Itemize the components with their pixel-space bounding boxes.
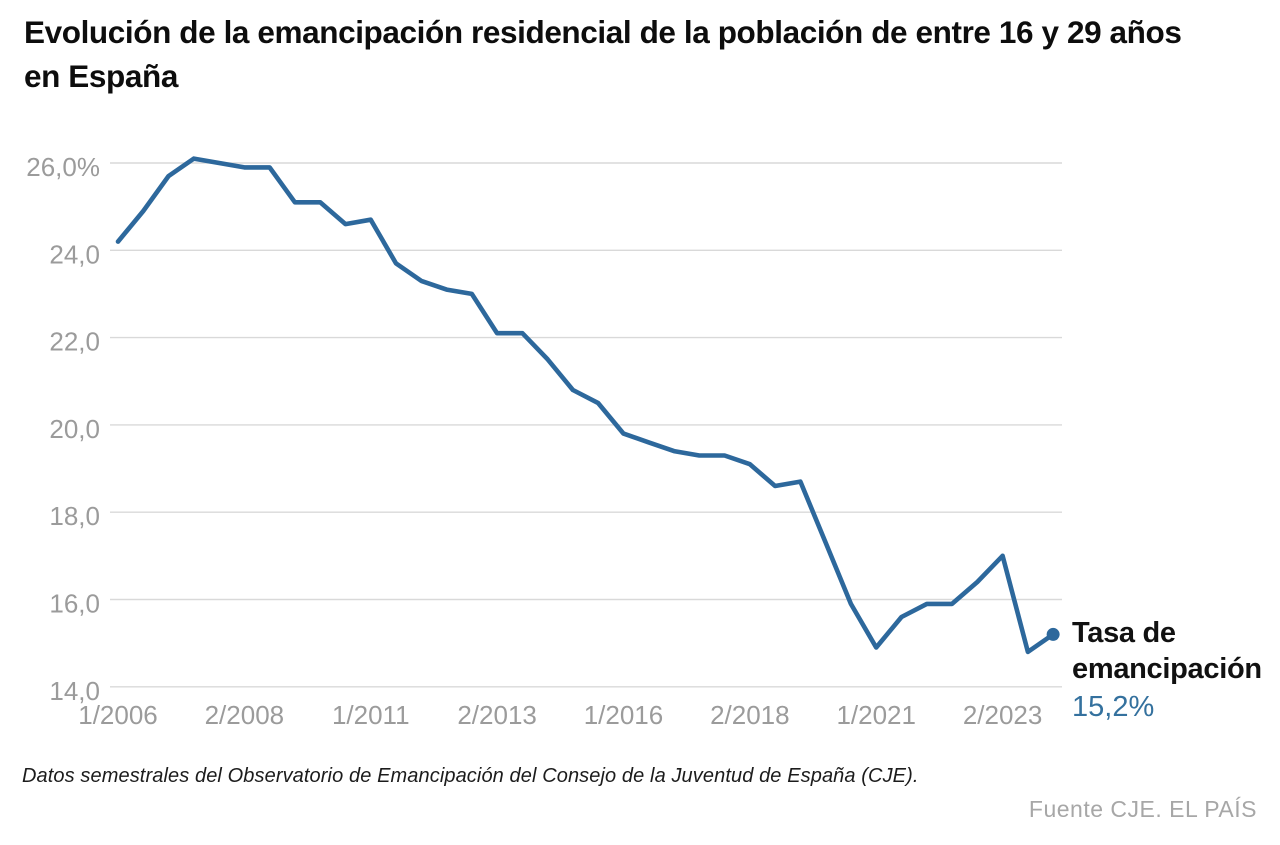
series-label: Tasa de emancipación bbox=[1072, 615, 1272, 687]
y-tick-label: 14,0 bbox=[49, 676, 100, 706]
footnote: Datos semestrales del Observatorio de Em… bbox=[22, 765, 919, 787]
y-tick-label: 20,0 bbox=[49, 414, 100, 444]
last-point-dot bbox=[1046, 627, 1060, 641]
series-label-line1: Tasa de bbox=[1072, 617, 1176, 649]
y-tick-label: 16,0 bbox=[49, 589, 100, 619]
last-value-label: 15,2% bbox=[1072, 691, 1155, 723]
x-tick-label: 1/2006 bbox=[78, 700, 158, 730]
x-tick-label: 2/2008 bbox=[205, 700, 285, 730]
y-tick-label: 26,0% bbox=[26, 152, 100, 182]
y-tick-label: 24,0 bbox=[49, 239, 100, 269]
x-tick-label: 1/2021 bbox=[836, 700, 916, 730]
source-credit: Fuente CJE. EL PAÍS bbox=[1028, 796, 1257, 822]
x-tick-label: 1/2011 bbox=[332, 700, 410, 730]
series-annotation: Tasa de emancipación 15,2% bbox=[1072, 615, 1272, 725]
x-tick-label: 2/2023 bbox=[963, 700, 1043, 730]
chart-title: Evolución de la emancipación residencial… bbox=[24, 14, 1182, 94]
x-tick-label: 1/2016 bbox=[584, 700, 664, 730]
x-tick-label: 2/2018 bbox=[710, 700, 790, 730]
y-tick-label: 22,0 bbox=[49, 327, 100, 357]
x-tick-label: 2/2013 bbox=[457, 700, 537, 730]
y-tick-label: 18,0 bbox=[49, 501, 100, 531]
series-label-line2: emancipación bbox=[1072, 653, 1262, 685]
emancipation-rate-line bbox=[115, 156, 1056, 655]
